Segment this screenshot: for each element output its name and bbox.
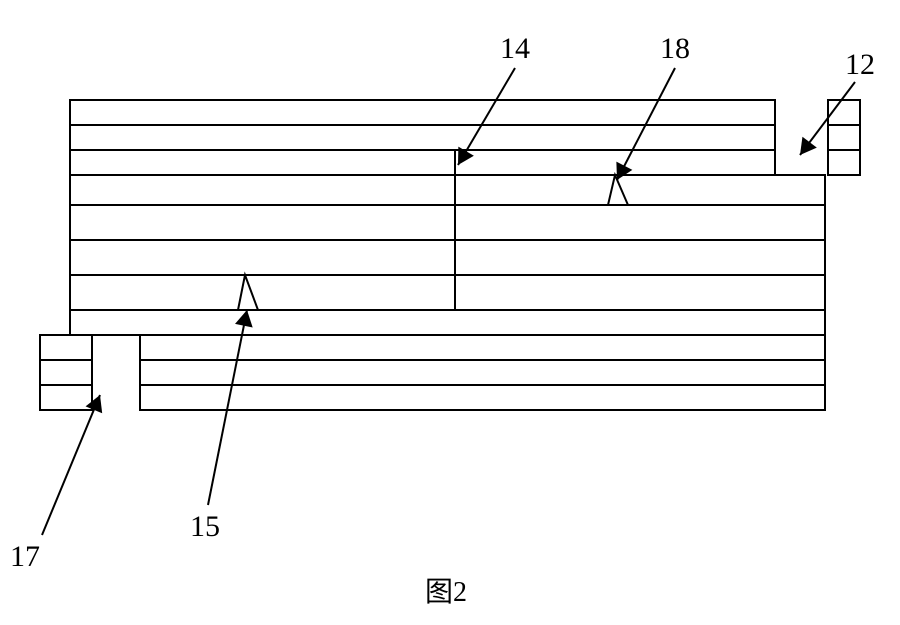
callout-label-14: 14 [500, 32, 530, 66]
callout-label-12: 12 [845, 48, 875, 82]
figure-container: 14 18 12 15 17 图2 [0, 0, 900, 625]
callout-label-17: 17 [10, 540, 40, 574]
callout-label-18: 18 [660, 32, 690, 66]
technical-diagram [0, 0, 900, 625]
figure-caption: 图2 [425, 570, 467, 610]
callout-label-15: 15 [190, 510, 220, 544]
